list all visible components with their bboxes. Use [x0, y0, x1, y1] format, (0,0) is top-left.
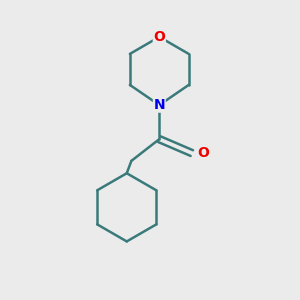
Text: O: O	[153, 30, 165, 44]
Text: O: O	[197, 146, 209, 160]
Text: N: N	[154, 98, 165, 112]
